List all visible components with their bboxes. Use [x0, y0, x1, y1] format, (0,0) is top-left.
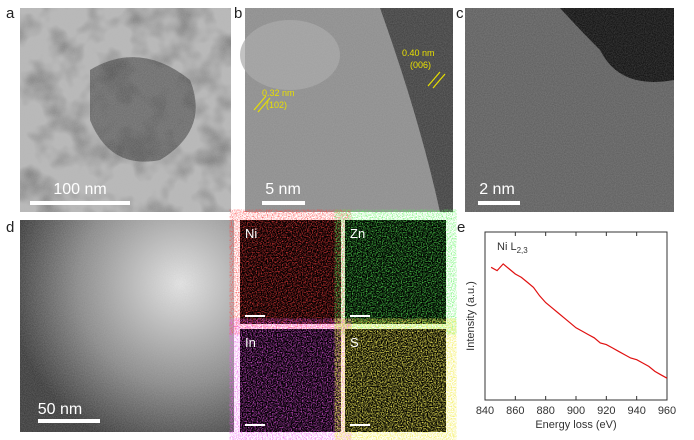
panel-letter: b	[234, 5, 242, 22]
panel-letter: a	[6, 5, 15, 22]
x-tick-label: 840	[476, 405, 494, 417]
scale-text: 2 nm	[479, 181, 515, 198]
x-tick-label: 900	[567, 405, 585, 417]
spectrum-line	[490, 263, 668, 379]
noise	[20, 220, 234, 432]
annotation-sub: 2,3	[517, 246, 529, 255]
d-spacing: 0.40 nm	[402, 48, 435, 58]
scale-text: 5 nm	[265, 181, 301, 198]
element-label: In	[245, 335, 256, 350]
element-label: Ni	[245, 226, 257, 241]
d-spacing: 0.32 nm	[262, 88, 295, 98]
plot-frame	[484, 231, 668, 401]
scale-text: 100 nm	[53, 181, 106, 198]
fringe-marker	[253, 71, 446, 113]
scale-text: 50 nm	[38, 401, 82, 418]
eds-maps	[240, 220, 446, 432]
x-tick-label: 960	[658, 405, 676, 417]
annotation-text: Ni L	[497, 241, 517, 253]
noise	[20, 8, 231, 212]
panel-letter: e	[457, 219, 465, 236]
x-tick-label: 920	[597, 405, 615, 417]
panel-letter: d	[6, 219, 14, 236]
plane: (102)	[266, 100, 287, 110]
noise	[465, 8, 674, 212]
x-tick-label: 940	[627, 405, 645, 417]
plane: (006)	[410, 60, 431, 70]
noise	[245, 8, 453, 212]
annotation: Ni L2,3	[497, 241, 528, 255]
panel-letter: c	[456, 5, 464, 22]
element-label: Zn	[350, 226, 365, 241]
y-axis-label: Intensity (a.u.)	[465, 281, 477, 351]
element-label: S	[350, 335, 359, 350]
x-tick-label: 880	[536, 405, 554, 417]
x-tick-label: 860	[506, 405, 524, 417]
x-axis-label: Energy loss (eV)	[535, 419, 616, 431]
